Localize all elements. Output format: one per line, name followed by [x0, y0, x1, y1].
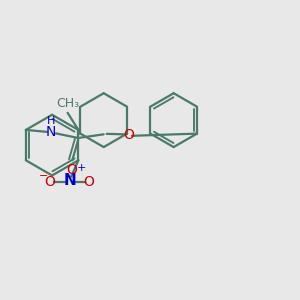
Text: +: +: [77, 163, 86, 173]
Text: O: O: [44, 175, 56, 189]
Text: O: O: [66, 163, 77, 177]
Text: CH₃: CH₃: [56, 97, 79, 110]
Text: O: O: [84, 175, 94, 189]
Text: N: N: [46, 125, 56, 140]
Text: H: H: [46, 116, 55, 125]
Text: N: N: [63, 173, 76, 188]
Text: O: O: [123, 128, 134, 142]
Text: −: −: [38, 171, 48, 181]
